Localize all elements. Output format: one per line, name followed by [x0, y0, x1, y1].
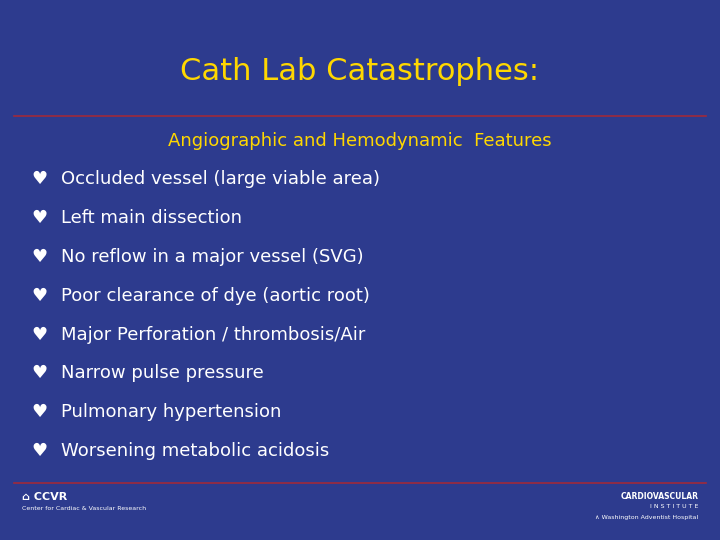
Text: Cath Lab Catastrophes:: Cath Lab Catastrophes: — [181, 57, 539, 86]
Text: ∧ Washington Adventist Hospital: ∧ Washington Adventist Hospital — [595, 515, 698, 520]
Text: Pulmonary hypertension: Pulmonary hypertension — [61, 403, 282, 421]
Text: CARDIOVASCULAR: CARDIOVASCULAR — [621, 492, 698, 502]
Text: ♥: ♥ — [32, 364, 48, 382]
Text: ♥: ♥ — [32, 170, 48, 188]
Text: I N S T I T U T E: I N S T I T U T E — [650, 504, 698, 509]
Text: ♥: ♥ — [32, 326, 48, 343]
Text: Major Perforation / thrombosis/Air: Major Perforation / thrombosis/Air — [61, 326, 366, 343]
Text: ⌂ CCVR: ⌂ CCVR — [22, 492, 67, 503]
Text: No reflow in a major vessel (SVG): No reflow in a major vessel (SVG) — [61, 248, 364, 266]
Text: Worsening metabolic acidosis: Worsening metabolic acidosis — [61, 442, 330, 460]
Text: Poor clearance of dye (aortic root): Poor clearance of dye (aortic root) — [61, 287, 370, 305]
Text: Angiographic and Hemodynamic  Features: Angiographic and Hemodynamic Features — [168, 132, 552, 150]
Text: ♥: ♥ — [32, 248, 48, 266]
Text: Left main dissection: Left main dissection — [61, 209, 242, 227]
Text: Occluded vessel (large viable area): Occluded vessel (large viable area) — [61, 170, 380, 188]
Text: ♥: ♥ — [32, 403, 48, 421]
Text: Center for Cardiac & Vascular Research: Center for Cardiac & Vascular Research — [22, 506, 145, 511]
Text: ♥: ♥ — [32, 209, 48, 227]
Text: ♥: ♥ — [32, 442, 48, 460]
Text: ♥: ♥ — [32, 287, 48, 305]
Text: Narrow pulse pressure: Narrow pulse pressure — [61, 364, 264, 382]
